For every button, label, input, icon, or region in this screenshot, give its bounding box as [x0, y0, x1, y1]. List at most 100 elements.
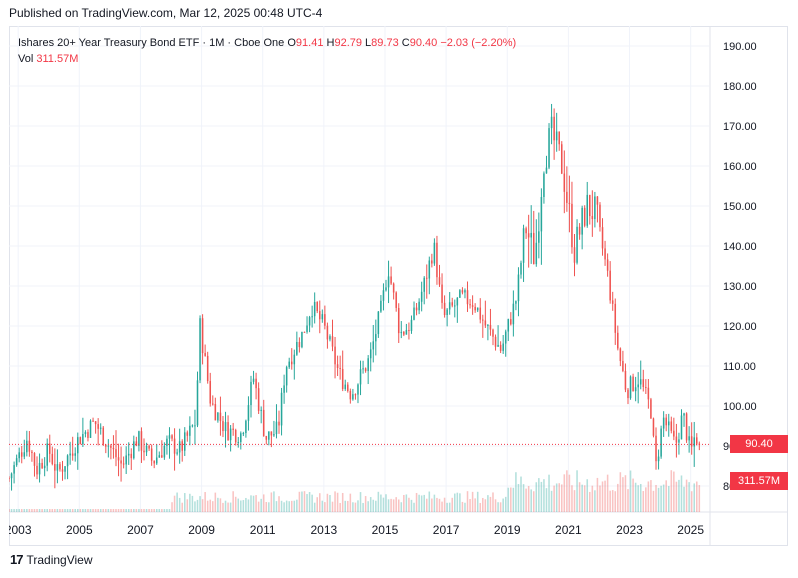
candle-body	[69, 453, 71, 456]
candle-body	[504, 331, 507, 344]
y-tick-label: 100.00	[723, 401, 757, 413]
candle-body	[583, 207, 586, 226]
volume-bar	[92, 509, 94, 512]
volume-bar	[260, 498, 262, 512]
legend-high-value: 92.79	[334, 37, 362, 49]
candle-body	[255, 378, 257, 389]
volume-bar	[599, 485, 601, 512]
volume-bar	[18, 509, 20, 512]
volume-bar	[484, 499, 487, 512]
volume-bar	[532, 491, 535, 512]
candle-body	[153, 460, 155, 464]
volume-bar	[94, 509, 97, 512]
legend-high-label: H	[326, 37, 335, 49]
candles	[9, 103, 701, 491]
candle-body	[64, 466, 66, 472]
volume-bar	[117, 509, 120, 512]
volume-bar	[176, 492, 178, 512]
candle-body	[173, 438, 176, 454]
candle-body	[18, 452, 20, 459]
volume-bar	[293, 500, 296, 512]
volume-bar	[153, 509, 155, 512]
candle-body	[471, 305, 474, 307]
volume-bar	[476, 491, 479, 512]
x-tick-label: 2017	[433, 523, 460, 537]
volume-bar	[194, 501, 196, 512]
candle-body	[479, 307, 482, 320]
candle-body	[275, 421, 278, 435]
legend-close-label: C	[401, 37, 410, 49]
candle-body	[400, 331, 403, 334]
candle-body	[171, 435, 173, 439]
candle-body	[102, 427, 105, 445]
candle-body	[219, 412, 222, 422]
candle-body	[678, 439, 680, 443]
footer-brand[interactable]: 17 TradingView	[10, 552, 93, 567]
volume-bar	[441, 501, 443, 512]
volume-bar	[410, 499, 413, 512]
candle-body	[344, 384, 347, 389]
candle-body	[77, 437, 79, 454]
legend-ohlc-row: Ishares 20+ Year Treasury Bond ETF · 1M …	[18, 35, 516, 51]
volume-bar	[586, 479, 589, 512]
candle-body	[632, 376, 634, 392]
candle-body	[667, 421, 670, 426]
candle-body	[502, 343, 504, 351]
volume-bar	[573, 490, 576, 512]
price-chart[interactable]: 190.00 180.00 170.00 160.00 150.00 140.00 130.…	[9, 26, 788, 546]
candle-body	[497, 344, 499, 347]
volume-bar	[637, 485, 639, 512]
candle-body	[352, 394, 354, 400]
candle-body	[79, 437, 82, 445]
volume-bar	[423, 494, 425, 512]
candle-body	[54, 464, 56, 471]
legend-symbol: Ishares 20+ Year Treasury Bond ETF · 1M …	[18, 37, 285, 49]
footer-brand-name: TradingView	[26, 552, 93, 567]
candle-body	[456, 297, 459, 306]
candle-body	[408, 330, 410, 332]
candle-body	[10, 473, 13, 479]
candle-body	[382, 290, 385, 301]
candle-body	[143, 450, 145, 453]
candle-body	[186, 432, 189, 436]
volume-bar	[395, 497, 397, 512]
volume-bar	[339, 502, 341, 512]
candle-body	[622, 361, 624, 371]
candle-body	[362, 368, 364, 370]
volume-bar	[107, 509, 110, 512]
candle-body	[606, 259, 609, 271]
candle-body	[385, 287, 387, 291]
volume-bar	[550, 490, 553, 512]
candle-body	[313, 302, 316, 317]
volume-bar	[140, 509, 143, 512]
candle-body	[293, 354, 296, 365]
candle-body	[466, 290, 469, 305]
last-price-tag: 90.40	[730, 435, 788, 454]
volume-bar	[199, 496, 201, 512]
volume-bar	[594, 490, 596, 512]
volume-bar	[502, 498, 504, 512]
candle-body	[413, 307, 415, 320]
candle-body	[354, 394, 357, 396]
volume-bar	[553, 485, 555, 512]
volume-bar	[461, 501, 464, 512]
candle-body	[375, 334, 377, 342]
candle-body	[489, 324, 492, 330]
candle-body	[278, 421, 280, 426]
volume-bar	[581, 484, 583, 512]
candle-body	[571, 203, 573, 248]
candle-body	[530, 232, 532, 238]
volume-bar	[629, 470, 632, 512]
volume-bar	[647, 481, 650, 512]
candle-body	[599, 204, 601, 228]
candle-body	[431, 260, 433, 264]
volume-bar	[405, 494, 408, 512]
candle-body	[436, 242, 438, 278]
volume-bar	[372, 499, 375, 512]
legend-open-label: O	[287, 37, 296, 49]
volume-bar	[456, 492, 459, 512]
candle-body	[377, 311, 380, 335]
candle-body	[163, 445, 166, 458]
volume-bar	[347, 500, 349, 512]
candle-body	[232, 428, 234, 430]
